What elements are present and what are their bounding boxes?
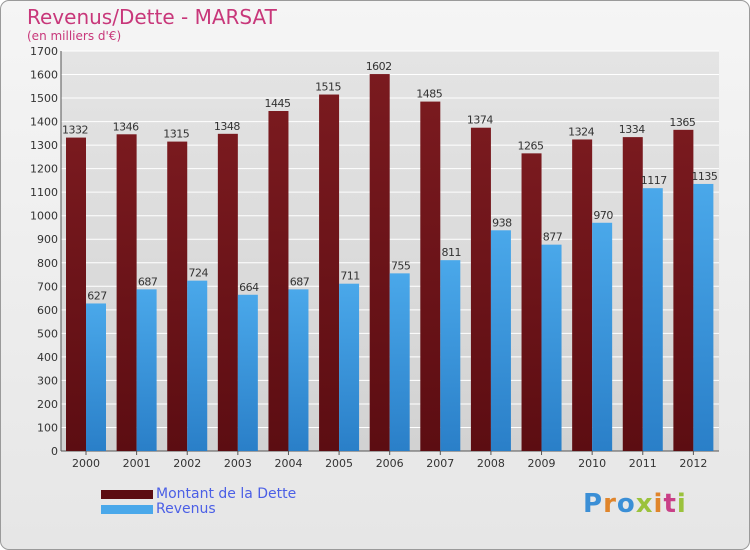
data-label-dette: 1265 (518, 139, 544, 152)
data-label-dette: 1315 (163, 128, 189, 141)
data-label-revenus: 724 (188, 267, 208, 280)
data-label-dette: 1348 (214, 120, 240, 133)
x-tick-label: 2010 (578, 457, 606, 470)
y-tick-label: 800 (37, 257, 58, 270)
y-tick-label: 1300 (30, 139, 58, 152)
data-label-dette: 1485 (416, 88, 442, 101)
x-tick-label: 2001 (123, 457, 151, 470)
chart-title: Revenus/Dette - MARSAT (27, 5, 277, 29)
bar-dette (420, 101, 441, 452)
x-tick-label: 2004 (274, 457, 302, 470)
bar-revenus (288, 289, 309, 451)
bar-dette (66, 137, 86, 451)
data-label-dette: 1324 (568, 125, 594, 138)
bar-dette (673, 129, 694, 451)
data-label-revenus: 877 (543, 231, 563, 244)
y-tick-label: 1600 (30, 69, 58, 82)
bar-revenus (389, 273, 410, 451)
data-label-dette: 1332 (62, 124, 88, 137)
data-label-dette: 1515 (315, 81, 341, 94)
y-tick-label: 1100 (30, 186, 58, 199)
y-tick-label: 500 (37, 327, 58, 340)
bar-dette (572, 139, 593, 451)
proxiti-logo: Proxiti (583, 489, 687, 519)
bar-revenus (136, 289, 157, 451)
chart-subtitle: (en milliers d'€) (27, 29, 122, 43)
y-tick-label: 900 (37, 233, 58, 246)
bar-revenus (490, 230, 511, 451)
data-label-revenus: 1117 (641, 174, 667, 187)
bar-dette (622, 137, 643, 451)
data-label-revenus: 1135 (691, 170, 717, 183)
bar-dette (116, 134, 137, 451)
legend-label-revenus: Revenus (156, 501, 216, 517)
bar-revenus (592, 222, 613, 451)
data-label-revenus: 664 (239, 281, 259, 294)
data-label-revenus: 938 (492, 216, 512, 229)
legend-swatch-dette (101, 490, 153, 499)
bar-revenus (440, 260, 461, 451)
legend-swatch-revenus (101, 505, 153, 514)
x-tick-label: 2012 (679, 457, 707, 470)
data-label-dette: 1374 (467, 114, 493, 127)
y-tick-label: 1000 (30, 210, 58, 223)
bar-dette (217, 133, 238, 451)
y-tick-label: 400 (37, 351, 58, 364)
legend-label-dette: Montant de la Dette (156, 486, 297, 502)
x-tick-label: 2000 (72, 457, 100, 470)
bar-revenus (237, 294, 258, 451)
x-tick-label: 2008 (477, 457, 505, 470)
bar-dette (369, 74, 390, 451)
data-label-dette: 1365 (669, 116, 695, 129)
x-tick-label: 2003 (224, 457, 252, 470)
x-tick-label: 2006 (376, 457, 404, 470)
data-label-revenus: 687 (290, 275, 310, 288)
data-label-revenus: 755 (391, 259, 411, 272)
data-label-dette: 1445 (264, 97, 290, 110)
bar-revenus (642, 188, 663, 452)
bar-dette (268, 111, 289, 451)
bar-revenus (693, 183, 714, 452)
y-tick-label: 300 (37, 374, 58, 387)
data-label-revenus: 687 (138, 275, 158, 288)
bar-revenus (541, 244, 562, 451)
x-tick-label: 2005 (325, 457, 353, 470)
y-tick-label: 0 (51, 445, 58, 458)
bar-dette (521, 153, 542, 451)
y-tick-label: 100 (37, 421, 58, 434)
y-tick-label: 700 (37, 280, 58, 293)
bar-revenus (187, 280, 208, 451)
y-tick-label: 1700 (30, 45, 58, 58)
x-tick-label: 2011 (629, 457, 657, 470)
y-tick-label: 1200 (30, 163, 58, 176)
y-tick-label: 1400 (30, 116, 58, 129)
data-label-revenus: 711 (340, 270, 360, 283)
x-tick-label: 2002 (173, 457, 201, 470)
bar-dette (319, 94, 340, 451)
bar-revenus (339, 283, 360, 451)
bar-dette (167, 141, 188, 451)
data-label-dette: 1334 (619, 123, 645, 136)
data-label-dette: 1602 (366, 60, 392, 73)
bar-dette (470, 127, 491, 452)
data-label-dette: 1346 (113, 120, 139, 133)
y-tick-label: 1500 (30, 92, 58, 105)
x-tick-label: 2009 (528, 457, 556, 470)
bar-revenus (86, 303, 106, 451)
data-label-revenus: 627 (87, 289, 107, 302)
x-tick-label: 2007 (426, 457, 454, 470)
y-tick-label: 200 (37, 398, 58, 411)
y-tick-label: 600 (37, 304, 58, 317)
data-label-revenus: 811 (442, 246, 462, 259)
data-label-revenus: 970 (593, 209, 613, 222)
